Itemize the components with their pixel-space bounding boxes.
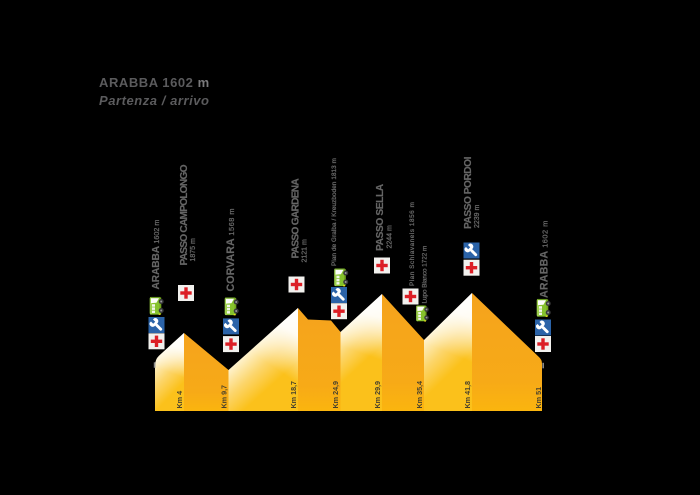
svg-text:Km 4: Km 4 bbox=[175, 391, 184, 409]
svg-text:Plan de Gralba / Kreuzboden 18: Plan de Gralba / Kreuzboden 1813 m bbox=[331, 158, 338, 266]
svg-text:Km 9,7: Km 9,7 bbox=[220, 385, 229, 409]
svg-text:ARABBA 1602 m: ARABBA 1602 m bbox=[151, 220, 162, 290]
svg-text:Lupo Bianco 1722 m: Lupo Bianco 1722 m bbox=[421, 246, 428, 304]
svg-text:Km 18,7: Km 18,7 bbox=[289, 381, 298, 409]
svg-text:PASSO SELLA: PASSO SELLA bbox=[375, 183, 386, 251]
svg-text:PASSO GARDENA: PASSO GARDENA bbox=[291, 178, 302, 259]
svg-text:Km 35,4: Km 35,4 bbox=[415, 381, 424, 409]
svg-text:Km 41,8: Km 41,8 bbox=[463, 381, 472, 409]
svg-text:PASSO PORDOI: PASSO PORDOI bbox=[463, 156, 474, 229]
svg-text:Km 24,9: Km 24,9 bbox=[331, 381, 340, 409]
svg-text:2244 m: 2244 m bbox=[387, 225, 394, 249]
svg-text:Pian Schiavaneis 1856 m: Pian Schiavaneis 1856 m bbox=[409, 202, 416, 286]
svg-text:PASSO CAMPOLONGO: PASSO CAMPOLONGO bbox=[179, 164, 190, 265]
svg-text:CORVARA 1568 m: CORVARA 1568 m bbox=[225, 208, 237, 292]
svg-text:Km 29,9: Km 29,9 bbox=[373, 381, 382, 409]
svg-text:Km 51: Km 51 bbox=[534, 387, 543, 409]
svg-text:2239 m: 2239 m bbox=[474, 204, 481, 228]
svg-text:ARABBA 1602 m: ARABBA 1602 m bbox=[538, 220, 550, 298]
svg-text:2121 m: 2121 m bbox=[302, 239, 309, 263]
svg-text:1875 m: 1875 m bbox=[190, 238, 197, 262]
